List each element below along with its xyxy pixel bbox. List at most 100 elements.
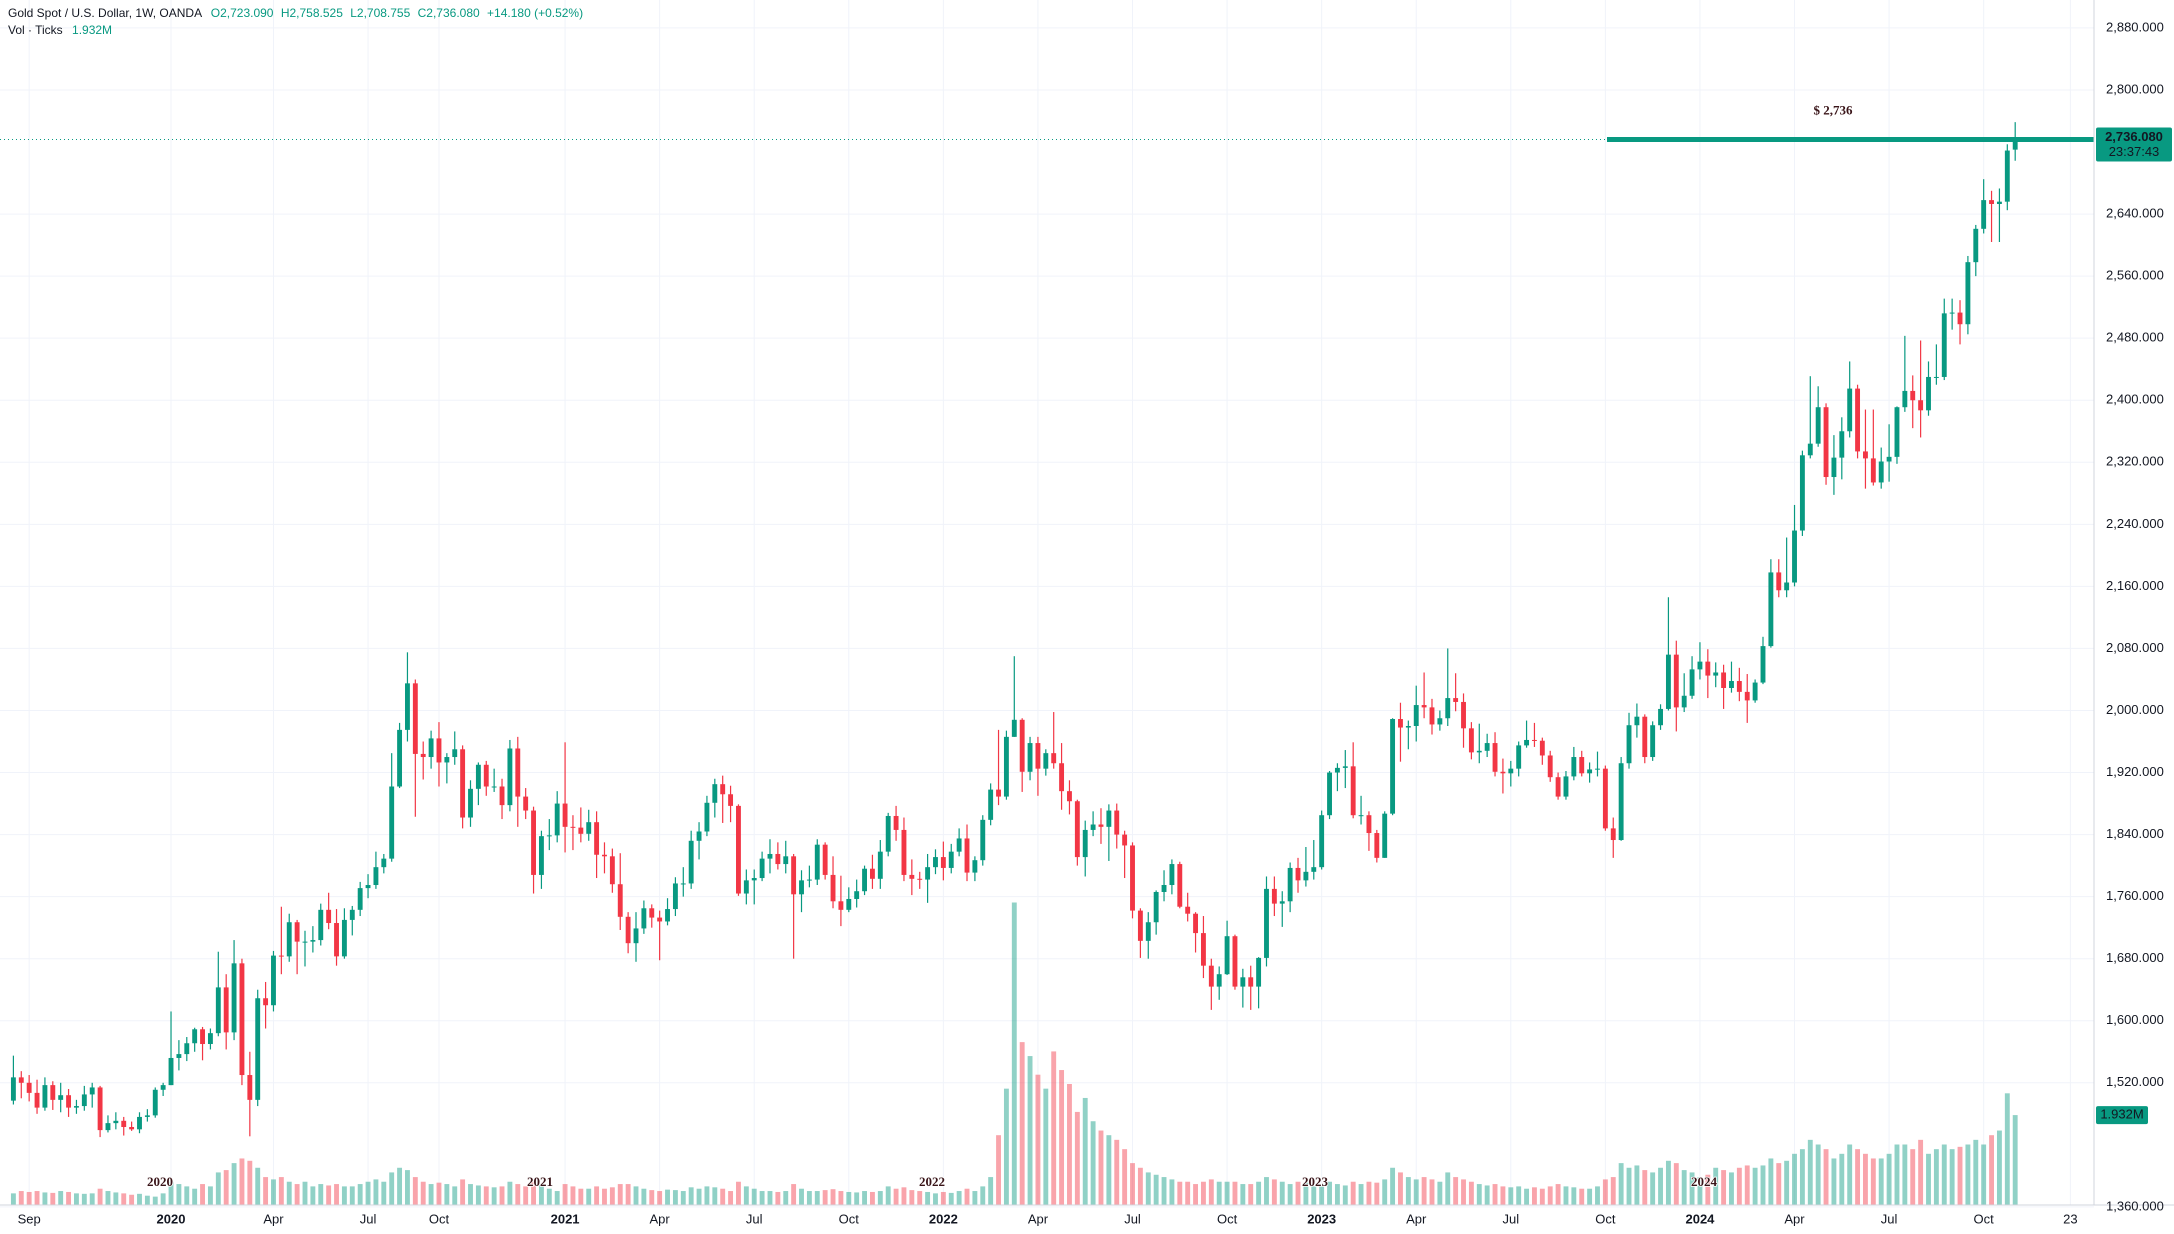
volume-bar xyxy=(948,1192,954,1205)
volume-bar xyxy=(1736,1167,1742,1205)
candle-body xyxy=(1240,977,1246,987)
candle-body xyxy=(948,851,954,868)
candle-body xyxy=(412,683,418,754)
y-tick-label: 1,920.000 xyxy=(2106,764,2164,779)
volume-bar xyxy=(1989,1135,1994,1205)
candle-body xyxy=(271,955,276,1006)
candle-body xyxy=(893,815,899,830)
volume-bar xyxy=(113,1192,119,1205)
candle-body xyxy=(791,856,797,895)
volume-bar xyxy=(1650,1172,1656,1205)
candle-body xyxy=(389,786,395,859)
axes: 1,360.000 1,520.000 1,600.000 1,680.000 1,76… xyxy=(18,19,2172,1226)
volume-bar xyxy=(562,1184,568,1205)
candle-body xyxy=(617,884,623,917)
volume-bar xyxy=(1398,1172,1403,1205)
y-tick-label: 2,560.000 xyxy=(2106,268,2164,283)
x-tick-label: 2024 xyxy=(1685,1211,1715,1226)
candle-body xyxy=(1815,407,1821,444)
overlay: $ 2,736 2020 2021 2022 2023 2024 xyxy=(0,102,2094,1190)
volume-bar xyxy=(1248,1184,1254,1205)
candle-body xyxy=(1508,768,1514,774)
volume-bar xyxy=(1973,1139,1979,1205)
volume-bar xyxy=(980,1186,986,1205)
volume-bar xyxy=(357,1184,363,1205)
candle-body xyxy=(1626,725,1632,764)
candle-body xyxy=(1847,388,1853,432)
volume-bar xyxy=(775,1191,781,1205)
candle-body xyxy=(1358,815,1364,817)
candle-body xyxy=(357,888,363,910)
candle-body xyxy=(50,1085,56,1100)
volume-bar xyxy=(341,1186,347,1205)
volume-bar xyxy=(1752,1167,1758,1205)
y-tick-label: 2,800.000 xyxy=(2106,81,2164,96)
candle-body xyxy=(1216,974,1222,987)
candle-body xyxy=(980,819,986,861)
volume-bar xyxy=(625,1184,631,1205)
candle-body xyxy=(1926,376,1931,411)
candle-body xyxy=(1224,936,1230,975)
volume-bar xyxy=(1074,1111,1080,1205)
volume-bar xyxy=(1776,1163,1782,1205)
candle-body xyxy=(657,917,663,922)
candle-body xyxy=(1902,390,1908,408)
candle-body xyxy=(1177,864,1183,907)
candles xyxy=(10,122,2018,1138)
volume-bar xyxy=(649,1190,655,1205)
candle-body xyxy=(570,826,576,828)
y-tick-label: 1,760.000 xyxy=(2106,888,2164,903)
candle-body xyxy=(326,909,332,924)
volume-bar xyxy=(1035,1074,1041,1205)
y-tick-label: 1,360.000 xyxy=(2106,1198,2164,1213)
candle-body xyxy=(192,1029,198,1044)
symbol: Gold Spot / U.S. Dollar, 1W, OANDA xyxy=(8,6,202,20)
candle-body xyxy=(215,987,221,1034)
volume-bar xyxy=(278,1177,284,1205)
year-annotation: 2021 xyxy=(527,1174,553,1189)
volume-bar xyxy=(1090,1121,1096,1205)
volume-bar xyxy=(578,1188,584,1205)
volume-bar xyxy=(1602,1179,1608,1205)
candle-body xyxy=(1327,772,1332,816)
candle-body xyxy=(1886,456,1892,462)
volume-bar xyxy=(507,1181,513,1205)
candle-body xyxy=(1484,743,1490,751)
volume-bar xyxy=(1287,1184,1293,1205)
volume-bar xyxy=(1894,1144,1900,1205)
volume-bar xyxy=(1437,1181,1443,1205)
candle-body xyxy=(1973,228,1979,263)
candle-body xyxy=(1003,736,1009,797)
candle-body xyxy=(1027,743,1033,772)
candle-body xyxy=(1019,719,1025,772)
volume-bar xyxy=(1926,1153,1931,1205)
volume-bar xyxy=(570,1186,576,1205)
candle-body xyxy=(1200,933,1206,966)
volume-bar xyxy=(1098,1130,1104,1205)
candle-body xyxy=(444,757,450,763)
volume-bar xyxy=(1933,1149,1939,1205)
candle-body xyxy=(743,880,749,894)
volume-bar xyxy=(389,1172,395,1205)
ohlc-high: H2,758.525 xyxy=(281,6,343,20)
candle-body xyxy=(940,857,946,868)
volume-bar xyxy=(271,1179,276,1205)
volume-bar xyxy=(121,1193,127,1205)
candle-body xyxy=(1547,755,1553,778)
volume-bar xyxy=(1839,1153,1845,1205)
candle-body xyxy=(1870,458,1876,483)
volume-bar xyxy=(26,1191,32,1205)
candle-body xyxy=(1067,791,1072,802)
candle-body xyxy=(1295,867,1301,881)
candle-body xyxy=(1334,767,1340,773)
volume-bar xyxy=(988,1177,994,1205)
candle-body xyxy=(397,729,403,787)
grid xyxy=(0,0,2094,1208)
candle-body xyxy=(1863,451,1868,459)
volume-bar xyxy=(1689,1172,1695,1205)
volume-bar xyxy=(1027,1056,1033,1205)
candle-body xyxy=(1933,376,1939,378)
volume-bar xyxy=(1532,1187,1537,1205)
volume-bar xyxy=(255,1167,261,1205)
